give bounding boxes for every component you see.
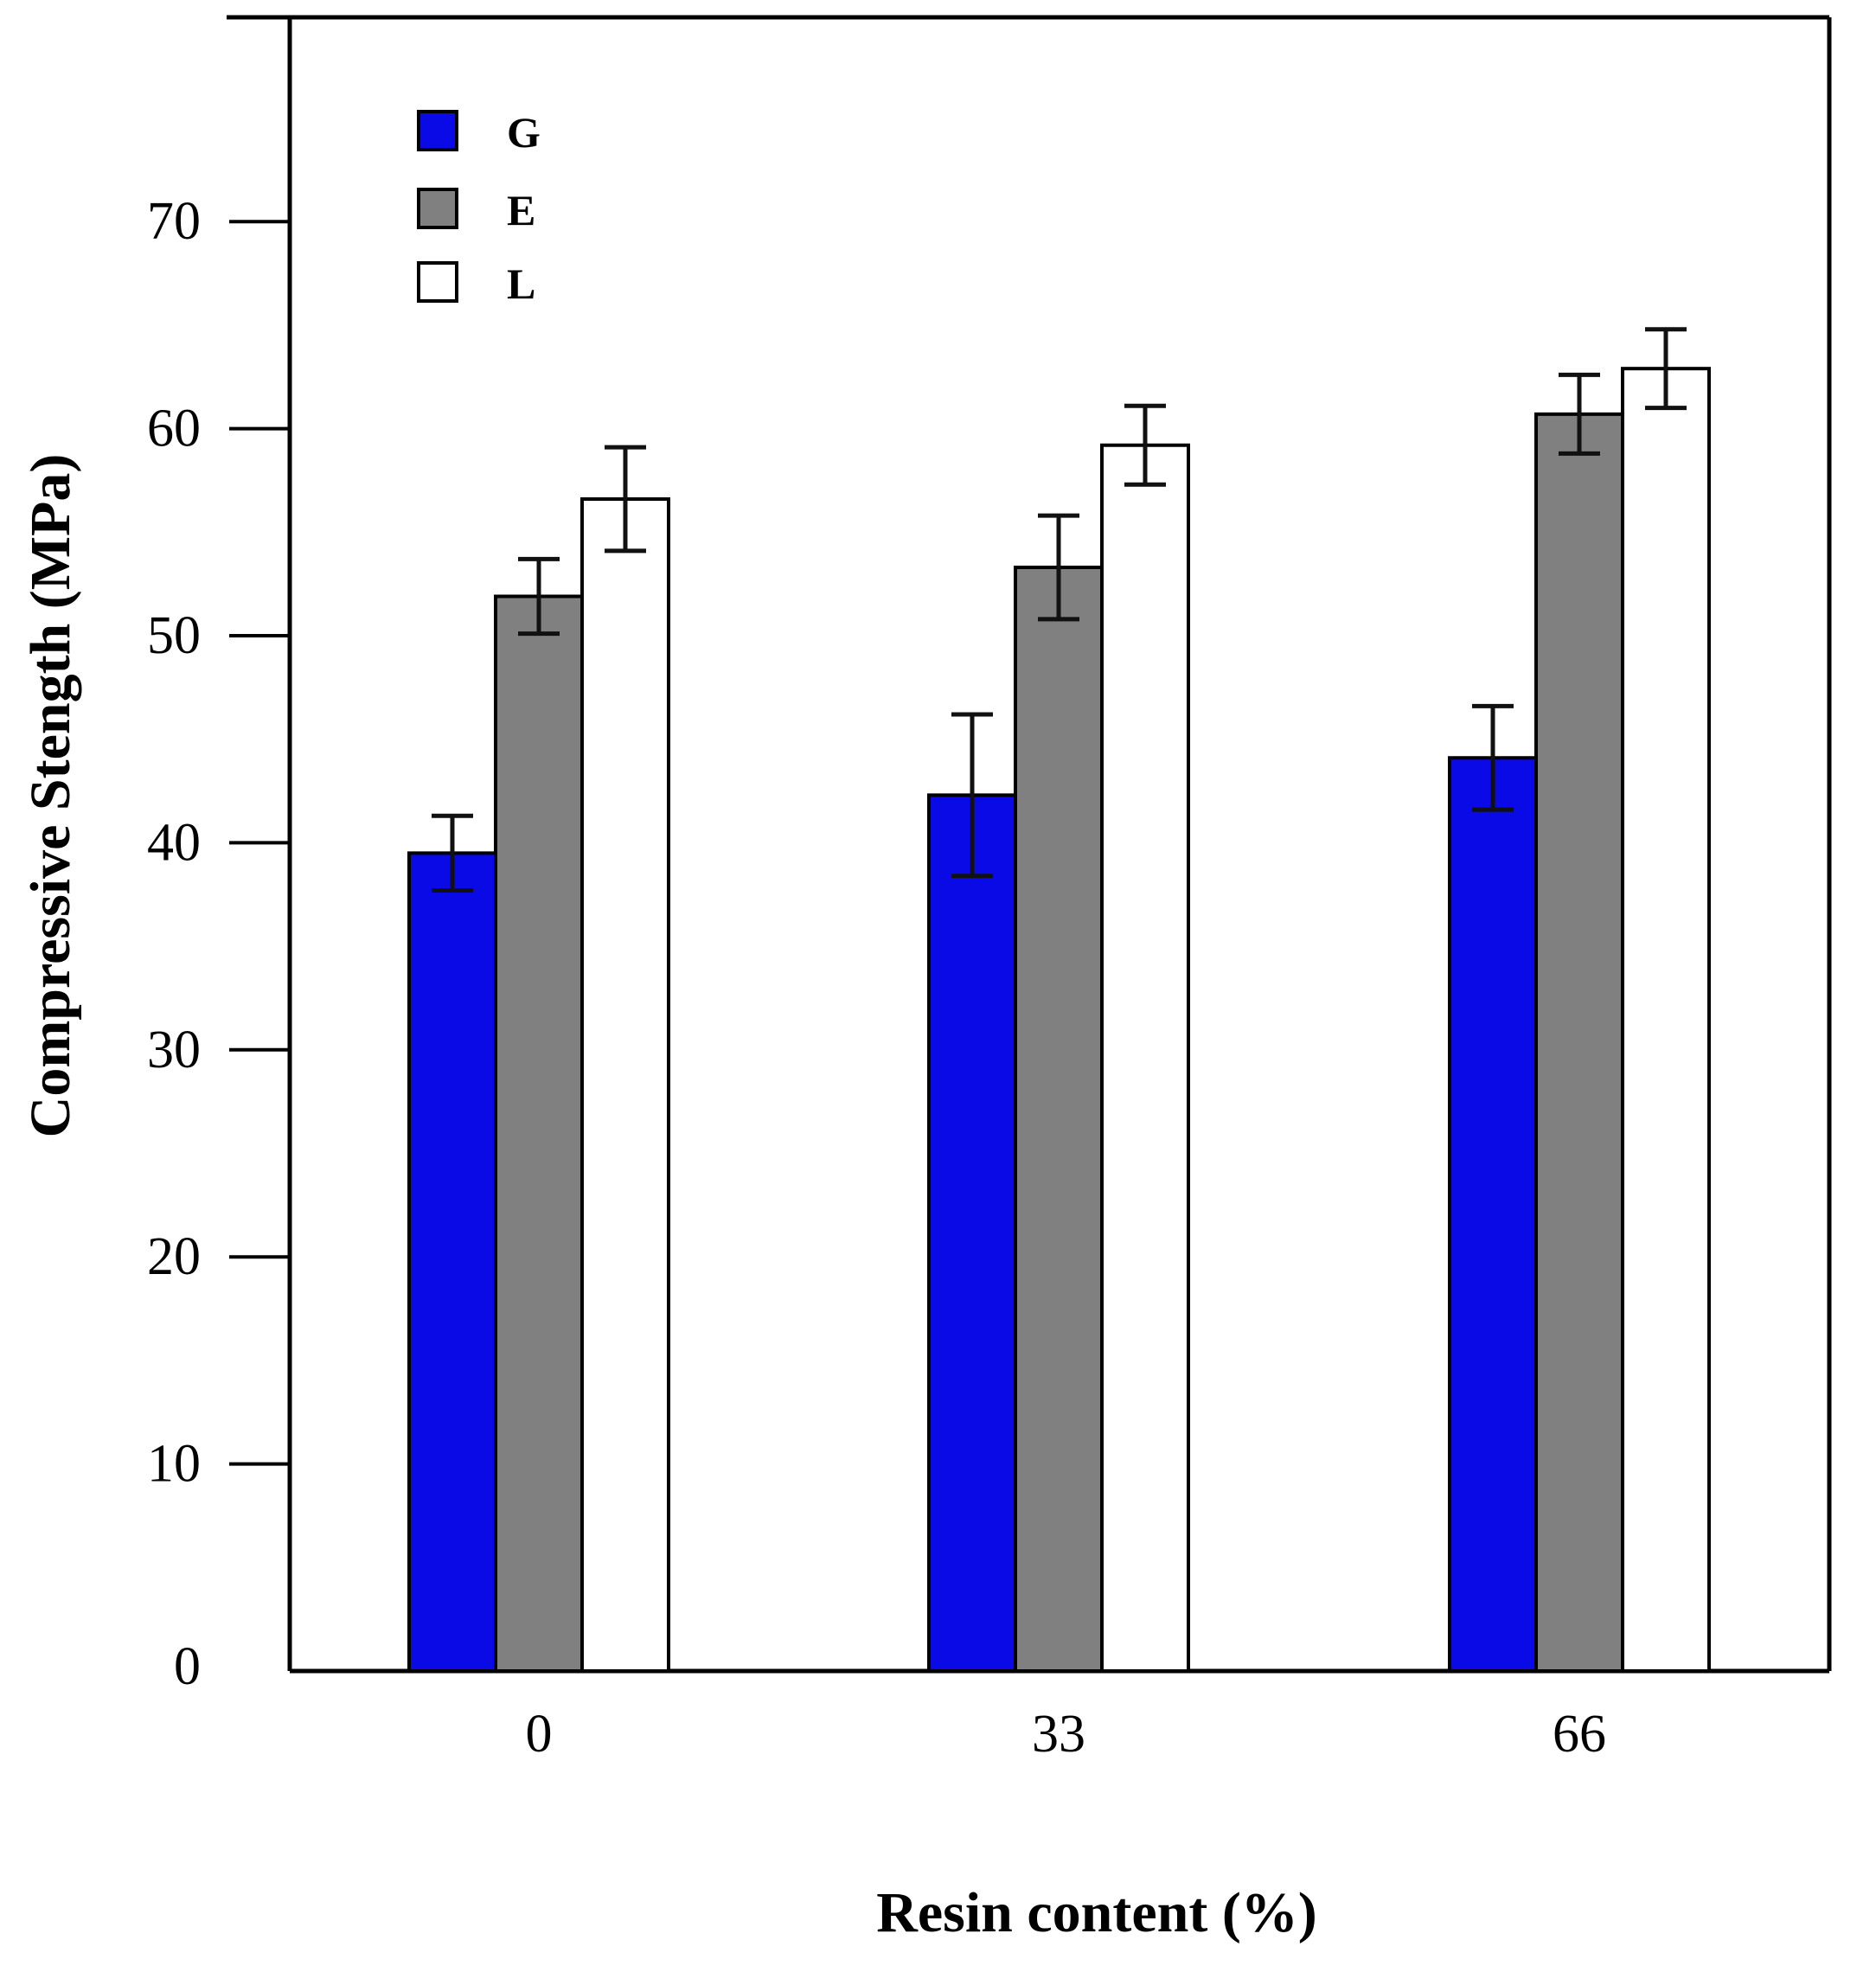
bar-L-0	[580, 496, 670, 1673]
bar-G-0	[407, 851, 497, 1673]
legend-swatch-E	[417, 188, 458, 229]
y-tick-label-50: 50	[147, 606, 201, 665]
y-tick-label-20: 20	[147, 1227, 201, 1286]
legend-label-L: L	[507, 259, 535, 308]
legend: GEL	[417, 108, 541, 308]
bars	[407, 367, 1711, 1674]
legend-label-E: E	[507, 186, 535, 234]
x-tick-label-66: 66	[1553, 1705, 1606, 1764]
x-tick-label-33: 33	[1032, 1705, 1085, 1764]
x-axis-title: Resin content (%)	[876, 1881, 1317, 1944]
y-axis: 0 10 20 30 40 50 60 70	[147, 192, 290, 1696]
y-tick-label-70: 70	[147, 192, 201, 251]
y-tick-label-0: 0	[174, 1637, 201, 1696]
y-tick-label-30: 30	[147, 1021, 201, 1079]
bar-L-66	[1621, 367, 1711, 1674]
bar-G-33	[927, 793, 1017, 1673]
y-tick-label-60: 60	[147, 400, 201, 458]
bar-E-66	[1534, 412, 1624, 1673]
bar-E-0	[494, 594, 584, 1673]
bar-E-33	[1014, 565, 1104, 1673]
bar-G-66	[1448, 756, 1538, 1673]
x-axis: 0 33 66	[526, 1705, 1607, 1764]
legend-label-G: G	[507, 108, 541, 157]
legend-swatch-L	[417, 261, 458, 303]
bar-L-33	[1100, 443, 1190, 1674]
x-tick-label-0: 0	[526, 1705, 553, 1764]
y-tick-label-40: 40	[147, 813, 201, 872]
y-tick-label-10: 10	[147, 1435, 201, 1494]
y-axis-title: Compressive Stength (MPa)	[19, 454, 82, 1138]
error-bars	[432, 327, 1687, 893]
legend-swatch-G	[417, 110, 458, 151]
